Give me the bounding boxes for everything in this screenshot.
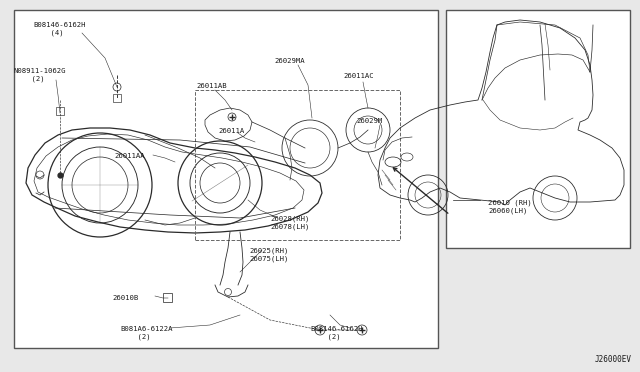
Text: 26011AA: 26011AA bbox=[114, 153, 145, 159]
Text: 26028(RH)
26078(LH): 26028(RH) 26078(LH) bbox=[270, 215, 309, 230]
Text: 26011AC: 26011AC bbox=[343, 73, 374, 79]
Text: 26025(RH)
26075(LH): 26025(RH) 26075(LH) bbox=[249, 248, 289, 263]
Bar bbox=[163, 293, 172, 302]
Text: 26029M: 26029M bbox=[356, 118, 382, 124]
Text: 26011AB: 26011AB bbox=[196, 83, 227, 89]
Bar bbox=[14, 10, 438, 348]
Text: 26029MA: 26029MA bbox=[274, 58, 305, 64]
Bar bbox=[56, 107, 64, 115]
Text: B08146-6162H
    (2): B08146-6162H (2) bbox=[310, 326, 362, 340]
Text: 26010 (RH)
26060(LH): 26010 (RH) 26060(LH) bbox=[488, 200, 532, 215]
Text: 26010B: 26010B bbox=[112, 295, 138, 301]
Bar bbox=[113, 94, 121, 102]
Text: B08146-6162H
    (4): B08146-6162H (4) bbox=[33, 22, 86, 36]
Bar bbox=[446, 10, 630, 248]
Text: B081A6-6122A
    (2): B081A6-6122A (2) bbox=[120, 326, 173, 340]
Text: N08911-1062G
    (2): N08911-1062G (2) bbox=[14, 68, 67, 82]
Bar bbox=[195, 90, 400, 240]
Text: 26011A: 26011A bbox=[218, 128, 244, 134]
Text: J26000EV: J26000EV bbox=[595, 355, 632, 364]
